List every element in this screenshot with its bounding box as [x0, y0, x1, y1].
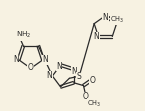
Text: N: N	[47, 71, 52, 80]
Text: O: O	[90, 76, 96, 85]
Text: O: O	[83, 92, 88, 101]
Text: S: S	[77, 72, 81, 81]
Text: N: N	[56, 62, 62, 71]
Text: N: N	[42, 55, 48, 64]
Text: O: O	[28, 63, 34, 72]
Text: N: N	[94, 32, 99, 41]
Text: NH$_2$: NH$_2$	[16, 30, 31, 40]
Text: N: N	[71, 67, 77, 76]
Text: N: N	[13, 55, 19, 64]
Text: CH$_3$: CH$_3$	[110, 14, 124, 25]
Text: CH$_3$: CH$_3$	[87, 99, 101, 109]
Text: N: N	[103, 13, 108, 22]
